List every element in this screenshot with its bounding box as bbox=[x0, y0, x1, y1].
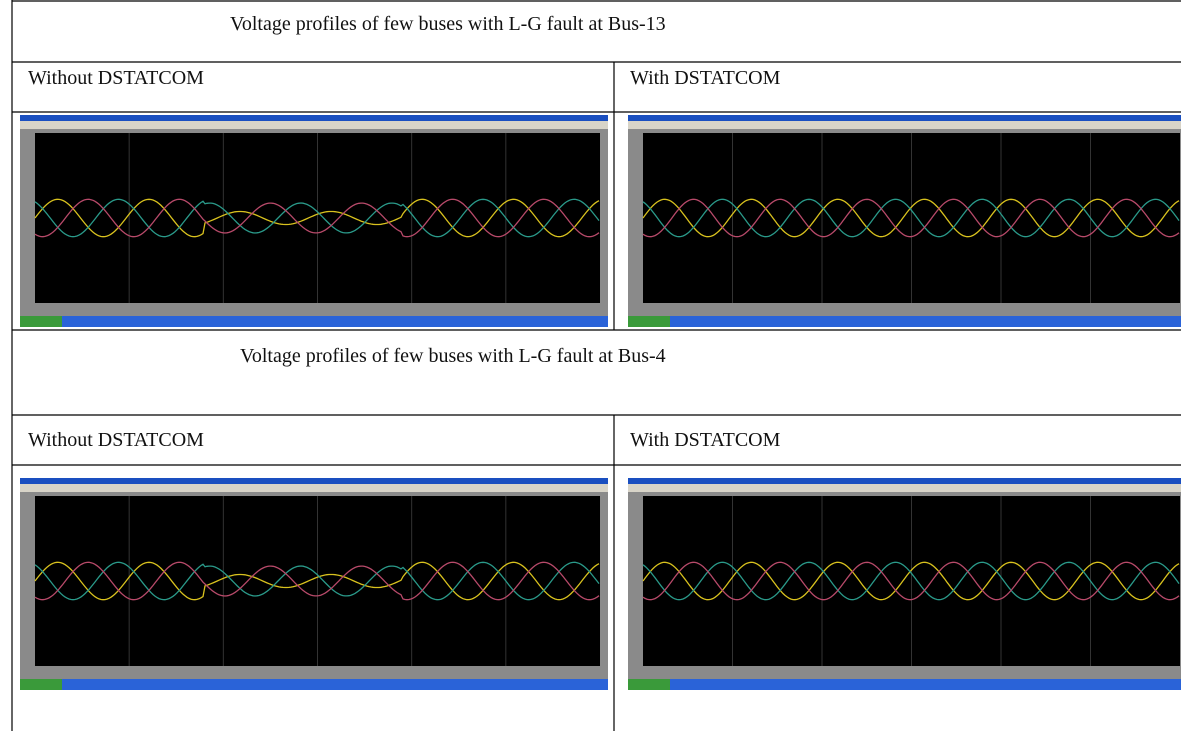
window-titlebar bbox=[20, 478, 608, 484]
start-button bbox=[628, 679, 670, 690]
taskbar bbox=[20, 679, 608, 690]
section-title: Voltage profiles of few buses with L-G f… bbox=[240, 345, 666, 367]
window-toolbar bbox=[628, 484, 1181, 492]
scope-screenshot bbox=[628, 115, 1181, 327]
start-button bbox=[20, 316, 62, 327]
window-toolbar bbox=[20, 121, 608, 129]
taskbar bbox=[628, 316, 1181, 327]
taskbar bbox=[20, 316, 608, 327]
window-titlebar bbox=[628, 478, 1181, 484]
column-header: With DSTATCOM bbox=[630, 67, 781, 89]
section-title: Voltage profiles of few buses with L-G f… bbox=[230, 13, 666, 35]
column-header: With DSTATCOM bbox=[630, 429, 781, 451]
window-titlebar bbox=[20, 115, 608, 121]
taskbar bbox=[628, 679, 1181, 690]
start-button bbox=[628, 316, 670, 327]
scope-screenshot bbox=[628, 478, 1181, 690]
window-toolbar bbox=[628, 121, 1181, 129]
column-header: Without DSTATCOM bbox=[28, 429, 204, 451]
window-toolbar bbox=[20, 484, 608, 492]
document: Voltage profiles of few buses with L-G f… bbox=[0, 0, 1181, 731]
scope-screenshot bbox=[20, 115, 608, 327]
start-button bbox=[20, 679, 62, 690]
scope-screenshot bbox=[20, 478, 608, 690]
column-header: Without DSTATCOM bbox=[28, 67, 204, 89]
page: Voltage profiles of few buses with L-G f… bbox=[0, 0, 1181, 731]
window-titlebar bbox=[628, 115, 1181, 121]
